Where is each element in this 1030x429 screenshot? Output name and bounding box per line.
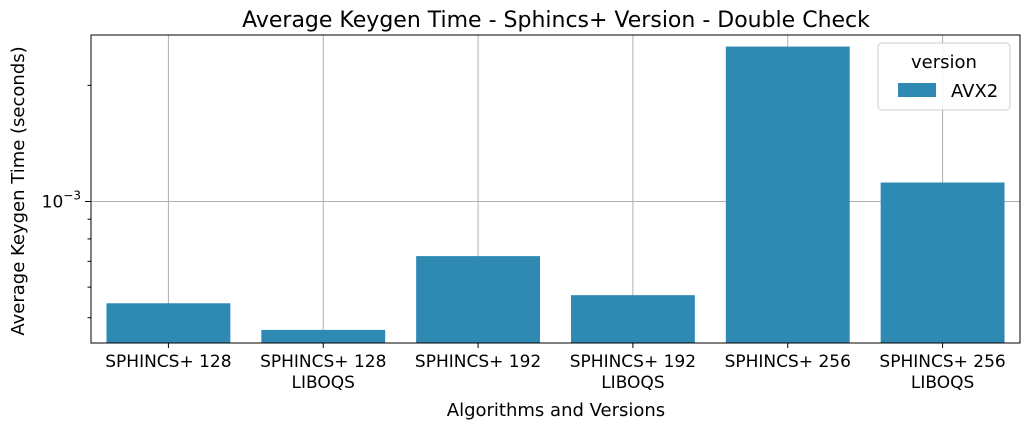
y-axis-label: Average Keygen Time (seconds)	[8, 46, 29, 335]
bar	[261, 329, 386, 343]
bar	[880, 182, 1005, 343]
x-tick-label: SPHINCS+ 256	[725, 352, 851, 372]
x-tick-label: SPHINCS+ 128	[105, 352, 231, 372]
bar	[416, 256, 541, 343]
x-tick-label: SPHINCS+ 192	[570, 352, 696, 372]
x-tick-label: SPHINCS+ 128	[260, 352, 386, 372]
bar	[725, 46, 850, 343]
plot-frame	[90, 34, 1021, 344]
x-tick-label: SPHINCS+ 192	[415, 352, 541, 372]
y-ticks: 10−3	[42, 84, 91, 319]
y-tick-label: 10−3	[42, 189, 81, 213]
legend-swatch	[898, 83, 936, 97]
x-tick-label: LIBOQS	[911, 373, 974, 393]
legend-title: version	[911, 52, 977, 73]
bar	[570, 295, 695, 343]
x-tick-label: SPHINCS+ 256	[879, 352, 1005, 372]
legend: version AVX2	[877, 42, 1011, 111]
x-tick-label: LIBOQS	[601, 373, 664, 393]
chart-title: Average Keygen Time - Sphincs+ Version -…	[242, 8, 870, 33]
legend-entry-avx2: AVX2	[951, 81, 998, 102]
bars	[106, 46, 1005, 343]
x-axis-label: Algorithms and Versions	[447, 400, 665, 421]
bar	[106, 303, 231, 343]
x-tick-label: LIBOQS	[292, 373, 355, 393]
